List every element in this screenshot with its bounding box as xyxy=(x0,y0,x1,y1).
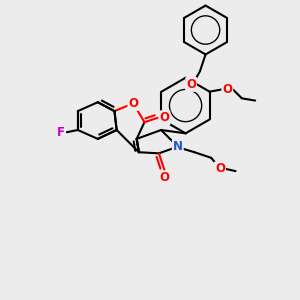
Text: O: O xyxy=(159,111,170,124)
Text: O: O xyxy=(159,171,170,184)
Text: O: O xyxy=(128,97,138,110)
Text: O: O xyxy=(186,78,196,91)
Text: O: O xyxy=(222,83,233,96)
Text: F: F xyxy=(57,126,65,139)
Text: O: O xyxy=(215,162,225,176)
Text: N: N xyxy=(173,140,183,153)
